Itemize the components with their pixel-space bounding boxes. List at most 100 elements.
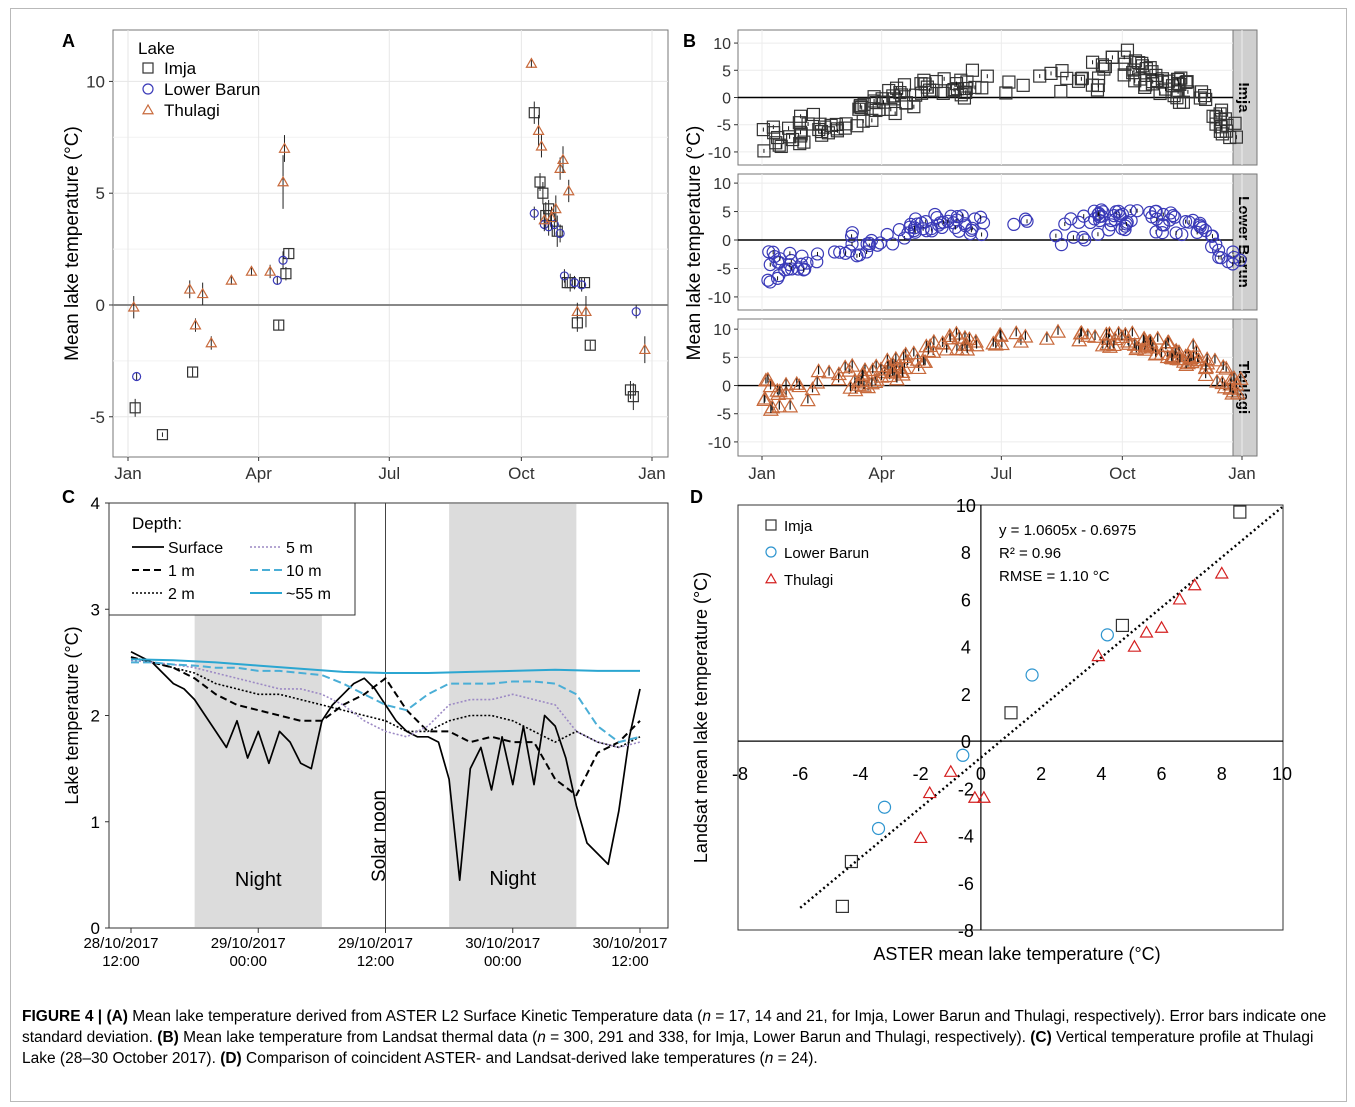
panel-b-point-circle <box>936 215 950 229</box>
panel-b-point-circle <box>1157 218 1171 232</box>
panel-b-ytick-label: 10 <box>713 322 731 339</box>
panel-a-xtick-label: Apr <box>245 464 272 483</box>
panel-b-point-triangle <box>1038 330 1055 345</box>
panel-d-point-square <box>835 899 849 913</box>
panel-c-xtick-label-date: 30/10/2017 <box>592 935 667 952</box>
panel-b-point-triangle <box>771 398 788 413</box>
panel-c-ytick-label: 2 <box>91 707 100 726</box>
panel-b-point-triangle <box>1126 336 1143 351</box>
panel-d-xtick-label: -6 <box>792 764 808 784</box>
panel-b-point-square <box>1214 103 1229 117</box>
panel-a-point-circle <box>631 307 641 317</box>
panel-d-ytick-label: 0 <box>961 732 971 752</box>
panel-b-point-triangle <box>1197 360 1214 375</box>
panel-b-point-circle <box>948 220 962 235</box>
panel-a-ytick-label: 10 <box>86 72 105 91</box>
panel-a: -5 0 5 10 Jan Apr Jul Oct Jan Mean lake temperatu… <box>62 29 669 483</box>
panel-b-point-square <box>1055 64 1069 78</box>
panel-b-point-square <box>1033 69 1047 83</box>
panel-a-point-square <box>624 384 637 396</box>
panel-d-xtick-label: 6 <box>1157 764 1167 784</box>
panel-b-point-circle <box>783 258 797 272</box>
panel-b-point-square <box>1060 71 1074 85</box>
panel-b-point-circle <box>1130 204 1144 218</box>
panel-d-legend-label: Imja <box>784 518 813 535</box>
panel-b-point-triangle <box>888 371 905 386</box>
panel-b-point-triangle <box>1012 333 1029 348</box>
panel-b-point-triangle <box>1222 380 1239 395</box>
panel-b-point-triangle <box>1128 341 1145 356</box>
panel-b-point-circle <box>1020 214 1034 228</box>
panel-b-point-triangle <box>756 391 773 407</box>
panel-c-series-line <box>131 661 641 744</box>
panel-b-point-square <box>1075 71 1089 85</box>
caption-n-1: n <box>702 1008 711 1025</box>
panel-b-point-square <box>1199 92 1213 107</box>
panel-c-xtick-label-date: 28/10/2017 <box>83 935 158 952</box>
panel-d-ytick-label: -6 <box>958 874 974 894</box>
panel-b-point-triangle <box>1159 349 1176 364</box>
panel-b-point-square <box>756 122 770 137</box>
panel-c-series-line <box>130 658 640 674</box>
panel-d-point-circle <box>877 800 892 814</box>
panel-a-plot-area <box>112 29 669 458</box>
panel-b-strip-label: Imja <box>1235 82 1252 113</box>
panel-c-series-line <box>130 656 641 797</box>
panel-c-legend-label: 1 m <box>168 563 195 580</box>
panel-d-point-circle <box>1100 628 1114 642</box>
panel-b-point-triangle <box>847 382 864 397</box>
panel-b-point-circle <box>885 237 900 251</box>
panel-b-point-square <box>793 137 807 151</box>
panel-b-point-circle <box>907 221 922 235</box>
panel-b-point-circle <box>1049 229 1063 243</box>
panel-b-point-square <box>867 90 881 104</box>
panel-b-point-triangle <box>864 362 881 377</box>
panel-b-point-square <box>882 83 896 98</box>
panel-b-point-triangle <box>757 372 774 387</box>
panel-b-point-square <box>949 77 964 91</box>
panel-d-plot-area <box>737 504 1284 931</box>
panel-b-point-square <box>1171 76 1185 91</box>
panel-b-point-square <box>839 117 853 131</box>
panel-a-ytick-label: 5 <box>96 184 105 203</box>
panel-b-point-square <box>895 88 909 102</box>
panel-b-point-square <box>1044 66 1058 80</box>
panel-b-point-square <box>1016 78 1030 92</box>
panel-a-point-circle <box>132 371 142 382</box>
panel-b-point-square <box>1170 91 1184 105</box>
panel-b-point-square <box>1002 75 1016 89</box>
panel-b-point-triangle <box>1185 349 1202 364</box>
panel-b-point-circle <box>827 245 842 259</box>
panel-b-point-triangle <box>942 330 959 345</box>
panel-b-point-square <box>936 86 950 100</box>
panel-a-point-square <box>273 319 285 331</box>
panel-b-point-circle <box>838 246 853 260</box>
panel-b-point-square <box>884 102 898 116</box>
caption-b-text-2: = 300, 291 and 338, for Imja, Lower Baru… <box>545 1029 1031 1046</box>
panel-b-point-square <box>899 96 913 110</box>
panel-b-point-triangle <box>1098 326 1115 341</box>
panel-b-point-triangle <box>1105 336 1122 352</box>
panel-c-xtick-label-date: 29/10/2017 <box>211 935 286 952</box>
panel-a-point-triangle <box>245 265 258 276</box>
caption-n-2: n <box>537 1029 546 1046</box>
panel-c: 0123428/10/201712:0029/10/201700:0029/10… <box>62 487 669 970</box>
panel-b-ylabel: Mean lake temperature (°C) <box>684 126 705 361</box>
panel-d-xtick-label: 2 <box>1036 764 1046 784</box>
panel-b-point-square <box>774 139 788 154</box>
panel-a-legend-title: Lake <box>138 39 175 58</box>
panel-b-point-square <box>1214 120 1228 134</box>
panel-b-point-square <box>1228 116 1242 130</box>
panel-d-point-triangle <box>1154 620 1169 633</box>
panel-d-ytick-label: 8 <box>961 543 971 563</box>
panel-d-ytick-label: 4 <box>961 638 971 658</box>
panel-b-point-circle <box>1205 240 1219 254</box>
panel-b-point-circle <box>845 237 859 251</box>
panel-b-point-square <box>1126 66 1140 80</box>
panel-d-point-circle <box>871 821 886 836</box>
panel-b-point-circle <box>1214 251 1228 265</box>
panel-b-ytick-label: 5 <box>722 205 731 222</box>
panel-b-point-circle <box>845 226 859 240</box>
panel-b-point-circle <box>870 238 885 252</box>
